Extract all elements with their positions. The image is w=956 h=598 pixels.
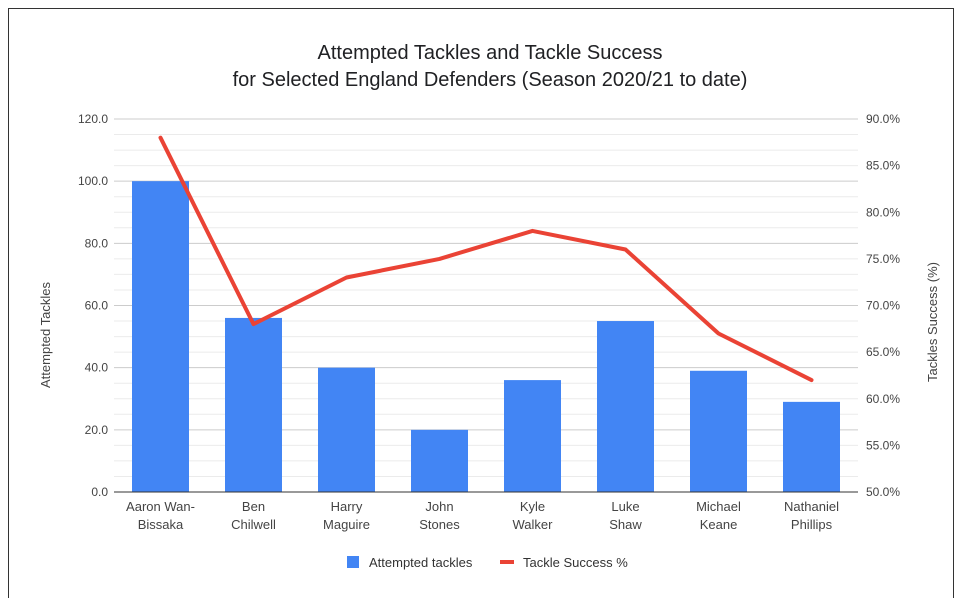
y2-tick-label: 60.0% [866, 392, 900, 406]
y2-tick-label: 75.0% [866, 252, 900, 266]
bar [597, 321, 654, 492]
bar [132, 181, 189, 492]
bar [690, 371, 747, 492]
bar [411, 430, 468, 492]
y-tick-label: 120.0 [78, 112, 108, 126]
x-tick-label-line: Harry [331, 499, 363, 514]
y-axis-left-label: Attempted Tackles [38, 282, 53, 388]
x-tick-label-line: Maguire [323, 517, 370, 532]
y2-tick-label: 55.0% [866, 438, 900, 452]
legend: Attempted tackles Tackle Success % [347, 555, 628, 570]
x-tick-label-line: Ben [242, 499, 265, 514]
y-axis-right-label: Tackles Success (%) [925, 262, 940, 382]
x-tick-label-line: Luke [611, 499, 639, 514]
x-tick-label-line: Walker [513, 517, 554, 532]
bar [318, 368, 375, 492]
legend-label-line: Tackle Success % [523, 555, 628, 570]
y-tick-label: 20.0 [85, 423, 109, 437]
x-tick-label-line: Chilwell [231, 517, 276, 532]
y-axis-right-ticks: 50.0% 55.0% 60.0% 65.0% 70.0% 75.0% 80.0% 85.0%… [866, 112, 900, 499]
x-tick-label: Ben Chilwell [231, 499, 276, 532]
chart-title: Attempted Tackles and Tackle Success [318, 42, 663, 64]
x-tick-label-line: Stones [419, 517, 460, 532]
x-tick-label-line: Aaron Wan- [126, 499, 195, 514]
y-tick-label: 0.0 [91, 485, 108, 499]
x-tick-label: Harry Maguire [323, 499, 370, 532]
x-tick-label-line: Michael [696, 499, 741, 514]
bar [225, 318, 282, 492]
y2-tick-label: 85.0% [866, 159, 900, 173]
x-tick-label: Kyle Walker [513, 499, 554, 532]
x-tick-label-line: Kyle [520, 499, 545, 514]
y-tick-label: 100.0 [78, 174, 108, 188]
y-tick-label: 40.0 [85, 361, 109, 375]
x-tick-label-line: John [425, 499, 453, 514]
y-tick-label: 60.0 [85, 299, 109, 313]
bar [783, 402, 840, 492]
y2-tick-label: 65.0% [866, 345, 900, 359]
bar [504, 380, 561, 492]
y2-tick-label: 80.0% [866, 205, 900, 219]
y2-tick-label: 90.0% [866, 112, 900, 126]
x-tick-label: Michael Keane [696, 499, 741, 532]
x-tick-label-line: Bissaka [138, 517, 184, 532]
legend-swatch-bars [347, 556, 359, 568]
x-tick-label: Aaron Wan- Bissaka [126, 499, 195, 532]
x-tick-label-line: Phillips [791, 517, 833, 532]
y-axis-left-ticks: 0.0 20.0 40.0 60.0 80.0 100.0 120.0 [78, 112, 108, 499]
x-axis-ticks: Aaron Wan- Bissaka Ben Chilwell Harry Maguire… [126, 499, 839, 532]
x-tick-label: Luke Shaw [609, 499, 642, 532]
x-tick-label: Nathaniel Phillips [784, 499, 839, 532]
y-tick-label: 80.0 [85, 236, 109, 250]
chart-subtitle: for Selected England Defenders (Season 2… [233, 69, 748, 91]
x-tick-label-line: Shaw [609, 517, 642, 532]
legend-label-bars: Attempted tackles [369, 555, 473, 570]
y2-tick-label: 70.0% [866, 299, 900, 313]
x-tick-label: John Stones [419, 499, 460, 532]
x-tick-label-line: Nathaniel [784, 499, 839, 514]
x-tick-label-line: Keane [700, 517, 738, 532]
y2-tick-label: 50.0% [866, 485, 900, 499]
